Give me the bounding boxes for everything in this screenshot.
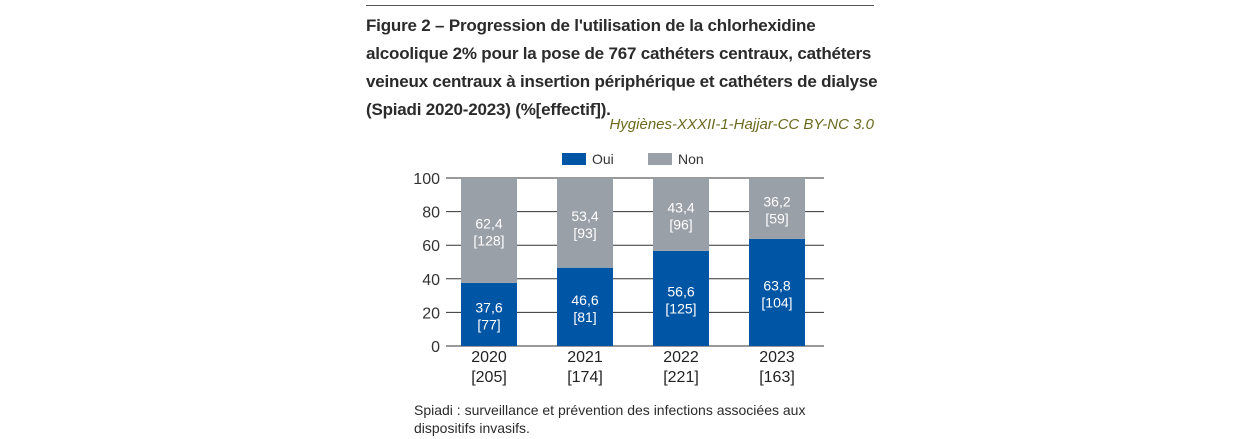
- x-count-label-2022: [221]: [663, 369, 699, 386]
- x-tick-label-2023: 2023: [759, 349, 795, 366]
- top-rule: [366, 5, 874, 6]
- legend-swatch-non: [648, 153, 672, 165]
- y-tick-label-40: 40: [422, 272, 440, 289]
- value-label-oui-2020: 37,6: [475, 299, 502, 315]
- value-label-non-2023: 36,2: [763, 193, 790, 209]
- figure-note: Spiadi : surveillance et prévention des …: [414, 402, 806, 436]
- x-tick-label-2021: 2021: [567, 349, 603, 366]
- bar-oui-2022: [653, 250, 709, 346]
- bar-non-2022: [653, 178, 709, 251]
- count-label-non-2020: [128]: [473, 232, 504, 248]
- bar-non-2020: [461, 178, 517, 283]
- x-tick-label-2020: 2020: [471, 349, 507, 366]
- bar-oui-2021: [557, 267, 613, 346]
- value-label-oui-2023: 63,8: [763, 277, 790, 293]
- bar-non-2021: [557, 178, 613, 268]
- bar-oui-2023: [749, 238, 805, 346]
- count-label-non-2022: [96]: [669, 216, 692, 232]
- legend-label-non: Non: [678, 151, 704, 167]
- y-tick-label-60: 60: [422, 238, 440, 255]
- count-label-non-2021: [93]: [573, 225, 596, 241]
- count-label-non-2023: [59]: [765, 210, 788, 226]
- count-label-oui-2023: [104]: [761, 294, 792, 310]
- figure-title: Figure 2 – Progression de l'utilisation …: [366, 16, 878, 119]
- count-label-oui-2021: [81]: [573, 309, 596, 325]
- bar-oui-2020: [461, 282, 517, 346]
- x-count-label-2020: [205]: [471, 369, 507, 386]
- bar-non-2023: [749, 178, 805, 239]
- value-label-oui-2022: 56,6: [667, 283, 694, 299]
- legend-label-oui: Oui: [592, 151, 614, 167]
- y-tick-label-80: 80: [422, 205, 440, 222]
- x-tick-label-2022: 2022: [663, 349, 699, 366]
- x-count-label-2023: [163]: [759, 369, 795, 386]
- y-tick-label-0: 0: [431, 339, 440, 356]
- figure-credit: Hygiènes-XXXII-1-Hajjar-CC BY-NC 3.0: [609, 116, 874, 133]
- x-count-label-2021: [174]: [567, 369, 603, 386]
- value-label-non-2020: 62,4: [475, 215, 502, 231]
- y-tick-label-20: 20: [422, 305, 440, 322]
- value-label-non-2022: 43,4: [667, 199, 694, 215]
- value-label-non-2021: 53,4: [571, 208, 598, 224]
- count-label-oui-2020: [77]: [477, 316, 500, 332]
- legend-swatch-oui: [562, 153, 586, 165]
- value-label-oui-2021: 46,6: [571, 292, 598, 308]
- count-label-oui-2022: [125]: [665, 300, 696, 316]
- y-tick-label-100: 100: [413, 171, 440, 188]
